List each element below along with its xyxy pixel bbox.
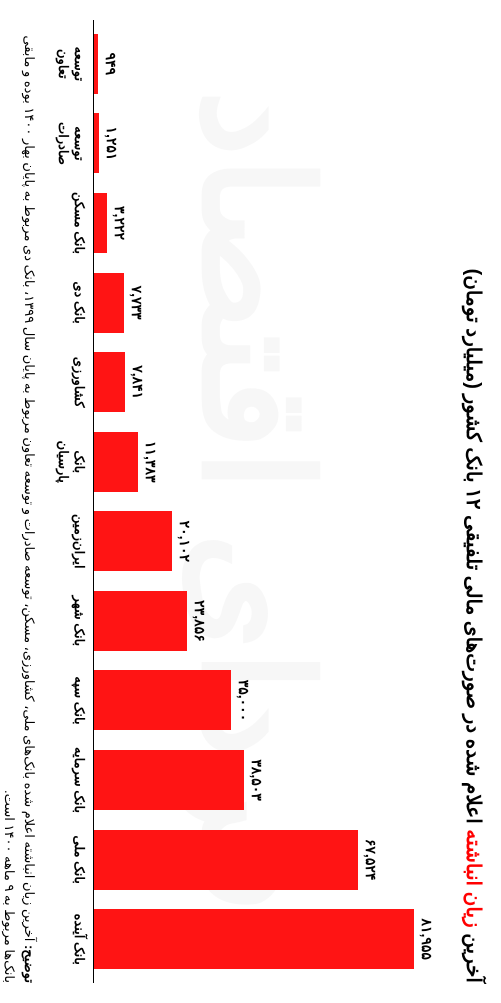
bar-rect — [89, 193, 102, 253]
bar-rect — [89, 591, 182, 651]
bar-label: بانک سرمایه — [48, 746, 82, 814]
bar-rect — [89, 909, 409, 969]
bar-col: ۲۳,۸۵۶ — [89, 587, 438, 655]
bars-area: ۸۱,۹۵۵ ۶۷,۵۲۴ ۳۸,۵۰۳ ۳۵,۰۰۰ ۲۳,۸۵۶ ۲۰,۱۰۲ ۱۱,۳… — [88, 20, 438, 983]
note-bold: توضیح: — [17, 941, 32, 983]
bar-col: ۹۴۹ — [89, 30, 438, 98]
bar-label: ایران‌زمین — [48, 508, 82, 576]
note-text: آخرین زیان انباشته اعلام شده بانک‌های مل… — [0, 35, 32, 983]
bar-value: ۱,۲۵۱ — [98, 126, 115, 160]
labels-row: بانک آینده بانک ملی بانک سرمایه بانک سپه بان… — [48, 20, 88, 983]
bar-col: ۷,۷۳۳ — [89, 269, 438, 337]
bar-value: ۳۸,۵۰۳ — [243, 759, 260, 801]
bar-rect — [89, 432, 133, 492]
bar-col: ۶۷,۵۲۴ — [89, 826, 438, 894]
bar-col: ۸۱,۹۵۵ — [89, 905, 438, 973]
chart-note: توضیح: آخرین زیان انباشته اعلام شده بانک… — [0, 20, 34, 983]
bar-label: کشاورزی — [48, 348, 82, 416]
title-accent: زیان انباشته — [457, 829, 479, 927]
bar-value: ۳,۲۲۲ — [106, 206, 123, 240]
bar-value: ۱۱,۳۸۳ — [137, 441, 154, 483]
bar-rect — [89, 750, 239, 810]
bar-col: ۷,۸۴۱ — [89, 348, 438, 416]
bar-label: بانک پارسیان — [48, 428, 82, 496]
bar-label: بانک دی — [48, 269, 82, 337]
bar-value: ۲۰,۱۰۲ — [171, 521, 188, 563]
title-pre: آخرین — [457, 928, 479, 983]
chart-container: فردای اقتصاد آخرین زیان انباشته اعلام شد… — [0, 0, 501, 1003]
chart-title: آخرین زیان انباشته اعلام شده در صورت‌های… — [456, 20, 481, 983]
bar-value: ۶۷,۵۲۴ — [357, 839, 374, 881]
bar-rect — [89, 670, 226, 730]
bar-rect — [89, 511, 167, 571]
bar-label: بانک ملی — [48, 826, 82, 894]
bar-value: ۲۳,۸۵۶ — [186, 600, 203, 642]
bar-col: ۳۵,۰۰۰ — [89, 667, 438, 735]
bar-label: بانک سپه — [48, 667, 82, 735]
bar-col: ۲۰,۱۰۲ — [89, 508, 438, 576]
bar-label: بانک شهر — [48, 587, 82, 655]
bar-label: بانک مسکن — [48, 189, 82, 257]
bar-label: توسعه تعاون — [48, 30, 82, 98]
bar-rect — [89, 352, 120, 412]
bar-value: ۳۵,۰۰۰ — [230, 680, 247, 722]
bar-label: بانک آینده — [48, 905, 82, 973]
bar-rect — [89, 34, 93, 94]
bar-rect — [89, 113, 94, 173]
bar-value: ۷,۷۳۳ — [123, 286, 140, 320]
bar-col: ۱۱,۳۸۳ — [89, 428, 438, 496]
bar-col: ۳۸,۵۰۳ — [89, 746, 438, 814]
bar-col: ۱,۲۵۱ — [89, 110, 438, 178]
bar-value: ۹۴۹ — [97, 53, 114, 76]
bar-label: توسعه صادرات — [48, 110, 82, 178]
title-post: اعلام شده در صورت‌های مالی تلفیقی ۱۲ بان… — [457, 269, 479, 830]
bar-rect — [89, 273, 119, 333]
bar-col: ۳,۲۲۲ — [89, 189, 438, 257]
bar-value: ۷,۸۴۱ — [124, 365, 141, 399]
bar-value: ۸۱,۹۵۵ — [413, 918, 430, 960]
bar-rect — [89, 830, 353, 890]
